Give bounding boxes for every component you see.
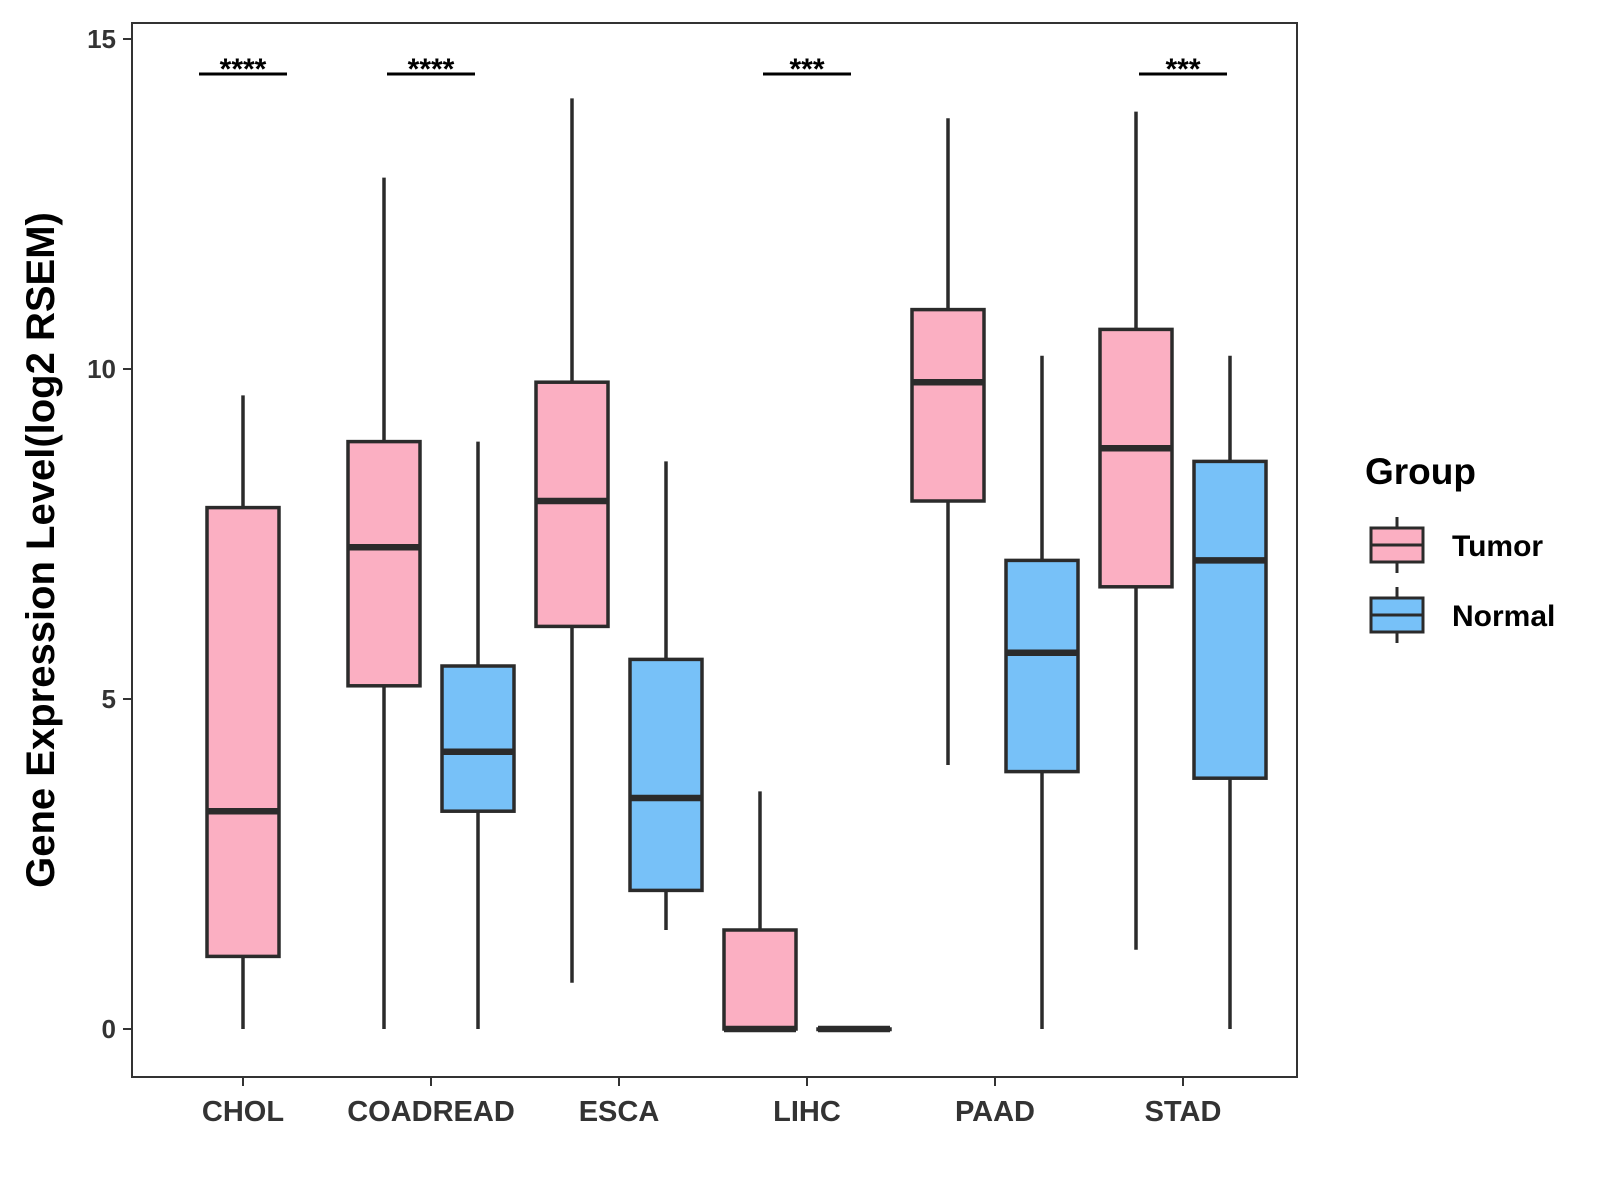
box-body [722, 928, 798, 1031]
x-tick-label: STAD [1145, 1096, 1222, 1128]
legend-label: Normal [1452, 600, 1555, 633]
box-normal-paad [1004, 355, 1080, 1029]
box-body [440, 664, 516, 813]
box-series-layer [205, 98, 1268, 1033]
box-normal-lihc [816, 1025, 892, 1033]
box-tumor-lihc [722, 791, 798, 1033]
significance-label: *** [789, 53, 824, 86]
box-tumor-esca [534, 98, 610, 983]
y-tick-label: 15 [87, 24, 116, 54]
legend-entry-tumor: Tumor [1369, 517, 1543, 573]
box-tumor-chol [205, 395, 281, 1029]
significance-label: **** [408, 53, 455, 86]
box-body [628, 657, 704, 893]
box-body [346, 439, 422, 688]
significance-label: **** [220, 53, 267, 86]
box-body [1098, 327, 1174, 589]
legend-title: Group [1365, 451, 1476, 492]
box-normal-esca [628, 461, 704, 930]
box-body [1004, 558, 1080, 774]
y-tick-label: 10 [87, 354, 116, 384]
x-tick-label: ESCA [579, 1096, 660, 1128]
y-axis: 0 5 10 15 [87, 24, 132, 1044]
x-tick-label: CHOL [202, 1096, 284, 1128]
significance-layer: **** **** *** *** [199, 53, 1227, 86]
box-body [910, 307, 986, 503]
box-tumor-coadread [346, 177, 422, 1029]
box-normal-stad [1192, 355, 1268, 1029]
box-body [534, 380, 610, 629]
significance-label: *** [1165, 53, 1200, 86]
y-tick-label: 0 [102, 1014, 116, 1044]
box-tumor-stad [1098, 111, 1174, 950]
legend-entry-normal: Normal [1369, 587, 1555, 643]
legend-label: Tumor [1452, 530, 1543, 563]
y-tick-label: 5 [102, 684, 116, 714]
box-body [1192, 459, 1268, 780]
box-normal-coadread [440, 441, 516, 1029]
y-axis-title: Gene Expression Level(log2 RSEM) [19, 212, 63, 888]
box-body [205, 505, 281, 959]
legend: Group Tumor Normal [1365, 451, 1555, 643]
x-axis: CHOL COADREAD ESCA LIHC PAAD STAD [202, 1077, 1221, 1128]
x-tick-label: COADREAD [347, 1096, 515, 1128]
x-tick-label: LIHC [773, 1096, 841, 1128]
x-tick-label: PAAD [955, 1096, 1035, 1128]
box-tumor-paad [910, 118, 986, 765]
